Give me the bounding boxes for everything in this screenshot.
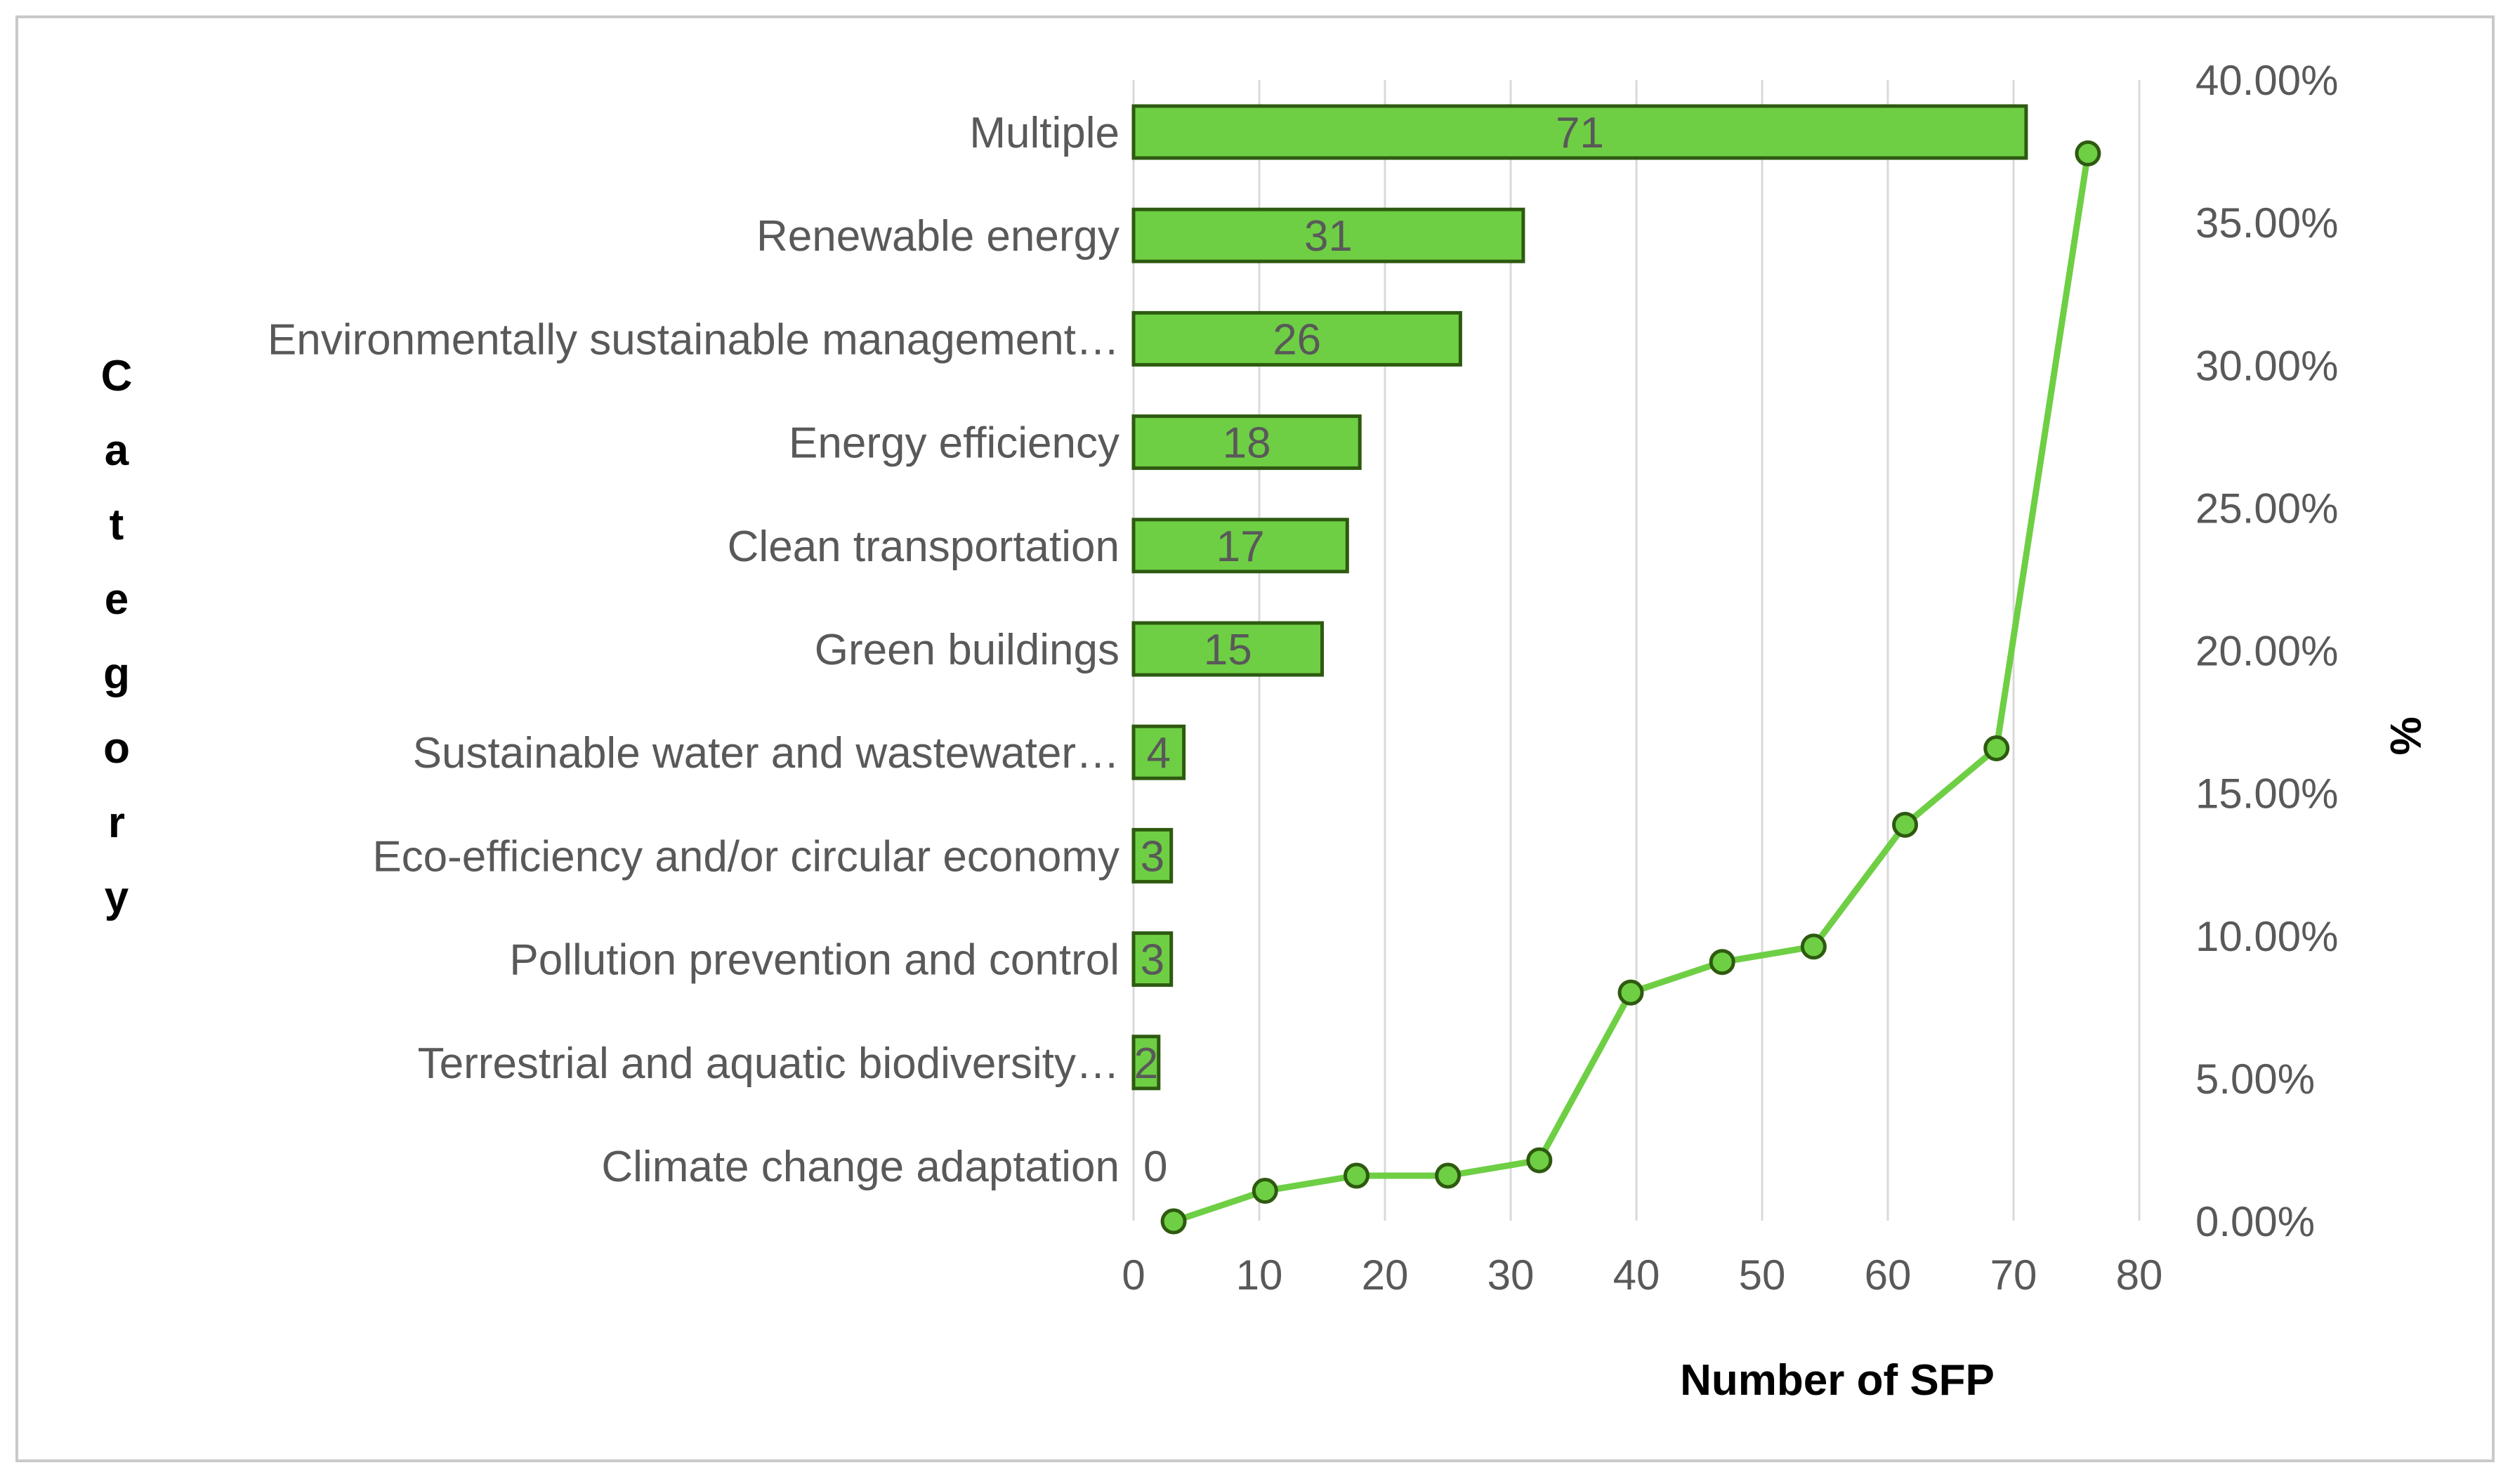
category-label: Climate change adaptation bbox=[601, 1143, 1119, 1191]
x-tick-label: 80 bbox=[2116, 1252, 2163, 1299]
secondary-tick-label: 0.00% bbox=[2195, 1198, 2315, 1245]
bar bbox=[1131, 414, 1362, 471]
bar-data-label: 31 bbox=[1304, 212, 1353, 261]
bar-data-label: 71 bbox=[1556, 109, 1604, 157]
line-point bbox=[1160, 1208, 1187, 1235]
secondary-tick-label: 30.00% bbox=[2195, 342, 2339, 389]
category-label: Energy efficiency bbox=[789, 419, 1119, 468]
x-tick-label: 60 bbox=[1865, 1252, 1912, 1299]
x-tick-label: 30 bbox=[1488, 1252, 1535, 1299]
percent-line-series bbox=[1160, 140, 2101, 1235]
line-point bbox=[1983, 735, 2010, 761]
x-tick-label: 70 bbox=[1990, 1252, 2037, 1299]
category-label: Pollution prevention and control bbox=[509, 936, 1119, 985]
bar bbox=[1131, 1035, 1161, 1091]
line-point bbox=[1617, 979, 1644, 1006]
category-label: Multiple bbox=[969, 109, 1119, 157]
x-tick-label: 40 bbox=[1613, 1252, 1660, 1299]
category-label: Renewable energy bbox=[756, 212, 1119, 261]
bar-data-labels: 71 31 26 18 17 15 4 3 3 2 0 bbox=[1134, 109, 1604, 1191]
bar-data-label: 2 bbox=[1134, 1039, 1158, 1088]
bar-data-label: 3 bbox=[1141, 832, 1164, 881]
category-label: Sustainable water and wastewater… bbox=[413, 729, 1119, 777]
chart-frame: 71 31 26 18 17 15 4 3 3 2 0 Multiple Renewable ener… bbox=[15, 15, 2495, 1462]
bar bbox=[1131, 621, 1324, 677]
x-tick-label: 0 bbox=[1122, 1252, 1145, 1299]
bar bbox=[1131, 104, 2028, 160]
bar bbox=[1131, 518, 1349, 574]
gridlines bbox=[1132, 80, 2141, 1221]
y-axis-title-letter: o bbox=[103, 724, 130, 773]
y-axis-title-letter: C bbox=[101, 352, 133, 400]
line-point bbox=[1252, 1178, 1278, 1204]
bars bbox=[1131, 104, 2028, 1091]
secondary-tick-label: 15.00% bbox=[2195, 770, 2339, 817]
line-point bbox=[1343, 1162, 1370, 1189]
secondary-tick-label: 10.00% bbox=[2195, 913, 2339, 960]
line-point bbox=[1526, 1147, 1553, 1174]
line-point bbox=[1709, 949, 1735, 976]
x-tick-label: 50 bbox=[1739, 1252, 1786, 1299]
bar bbox=[1131, 931, 1174, 987]
y-axis-title-letter: g bbox=[103, 650, 130, 698]
category-label: Eco-efficiency and/or circular economy bbox=[372, 832, 1119, 881]
secondary-axis-title: % bbox=[2381, 716, 2429, 755]
bar-data-label: 15 bbox=[1204, 626, 1252, 674]
category-label: Terrestrial and aquatic biodiversity… bbox=[418, 1039, 1119, 1088]
secondary-tick-label: 35.00% bbox=[2195, 199, 2339, 247]
secondary-tick-label: 20.00% bbox=[2195, 628, 2339, 675]
line-point bbox=[1435, 1162, 1462, 1189]
y-axis-title-letter: y bbox=[105, 873, 129, 921]
line-point bbox=[1800, 933, 1827, 960]
x-tick-label: 20 bbox=[1362, 1252, 1409, 1299]
bar-data-label: 4 bbox=[1147, 729, 1171, 777]
secondary-tick-label: 40.00% bbox=[2195, 57, 2339, 104]
bar bbox=[1131, 310, 1462, 367]
category-label: Green buildings bbox=[815, 626, 1119, 674]
bar-data-label: 17 bbox=[1216, 523, 1265, 571]
bar-data-label: 3 bbox=[1141, 936, 1164, 985]
y-axis-title-letter: t bbox=[110, 501, 124, 549]
bar-data-label: 26 bbox=[1273, 315, 1321, 364]
y-axis-title-letter: a bbox=[105, 426, 129, 475]
line-point bbox=[1892, 811, 1919, 838]
bar bbox=[1131, 207, 1525, 263]
category-label: Clean transportation bbox=[728, 523, 1119, 571]
bar-data-label: 18 bbox=[1223, 419, 1271, 468]
y-axis-title-letter: r bbox=[108, 799, 125, 847]
category-labels: Multiple Renewable energy Environmentally … bbox=[268, 109, 1119, 1191]
x-axis-title: Number of SFP bbox=[1680, 1356, 1995, 1405]
line-point bbox=[2075, 140, 2101, 166]
secondary-tick-label: 25.00% bbox=[2195, 485, 2339, 532]
category-label: Environmentally sustainable management… bbox=[268, 315, 1119, 364]
secondary-axis-ticks: 0.00% 5.00% 10.00% 15.00% 20.00% 25.00% 30.00%… bbox=[2195, 57, 2339, 1245]
bar-data-label: 0 bbox=[1143, 1143, 1167, 1191]
secondary-tick-label: 5.00% bbox=[2195, 1056, 2315, 1103]
y-axis-title-letter: e bbox=[105, 575, 129, 624]
bar bbox=[1131, 827, 1174, 884]
x-tick-label: 10 bbox=[1236, 1252, 1283, 1299]
bar bbox=[1131, 724, 1186, 780]
x-axis-ticks: 0 10 20 30 40 50 60 70 80 bbox=[1122, 1252, 2162, 1299]
